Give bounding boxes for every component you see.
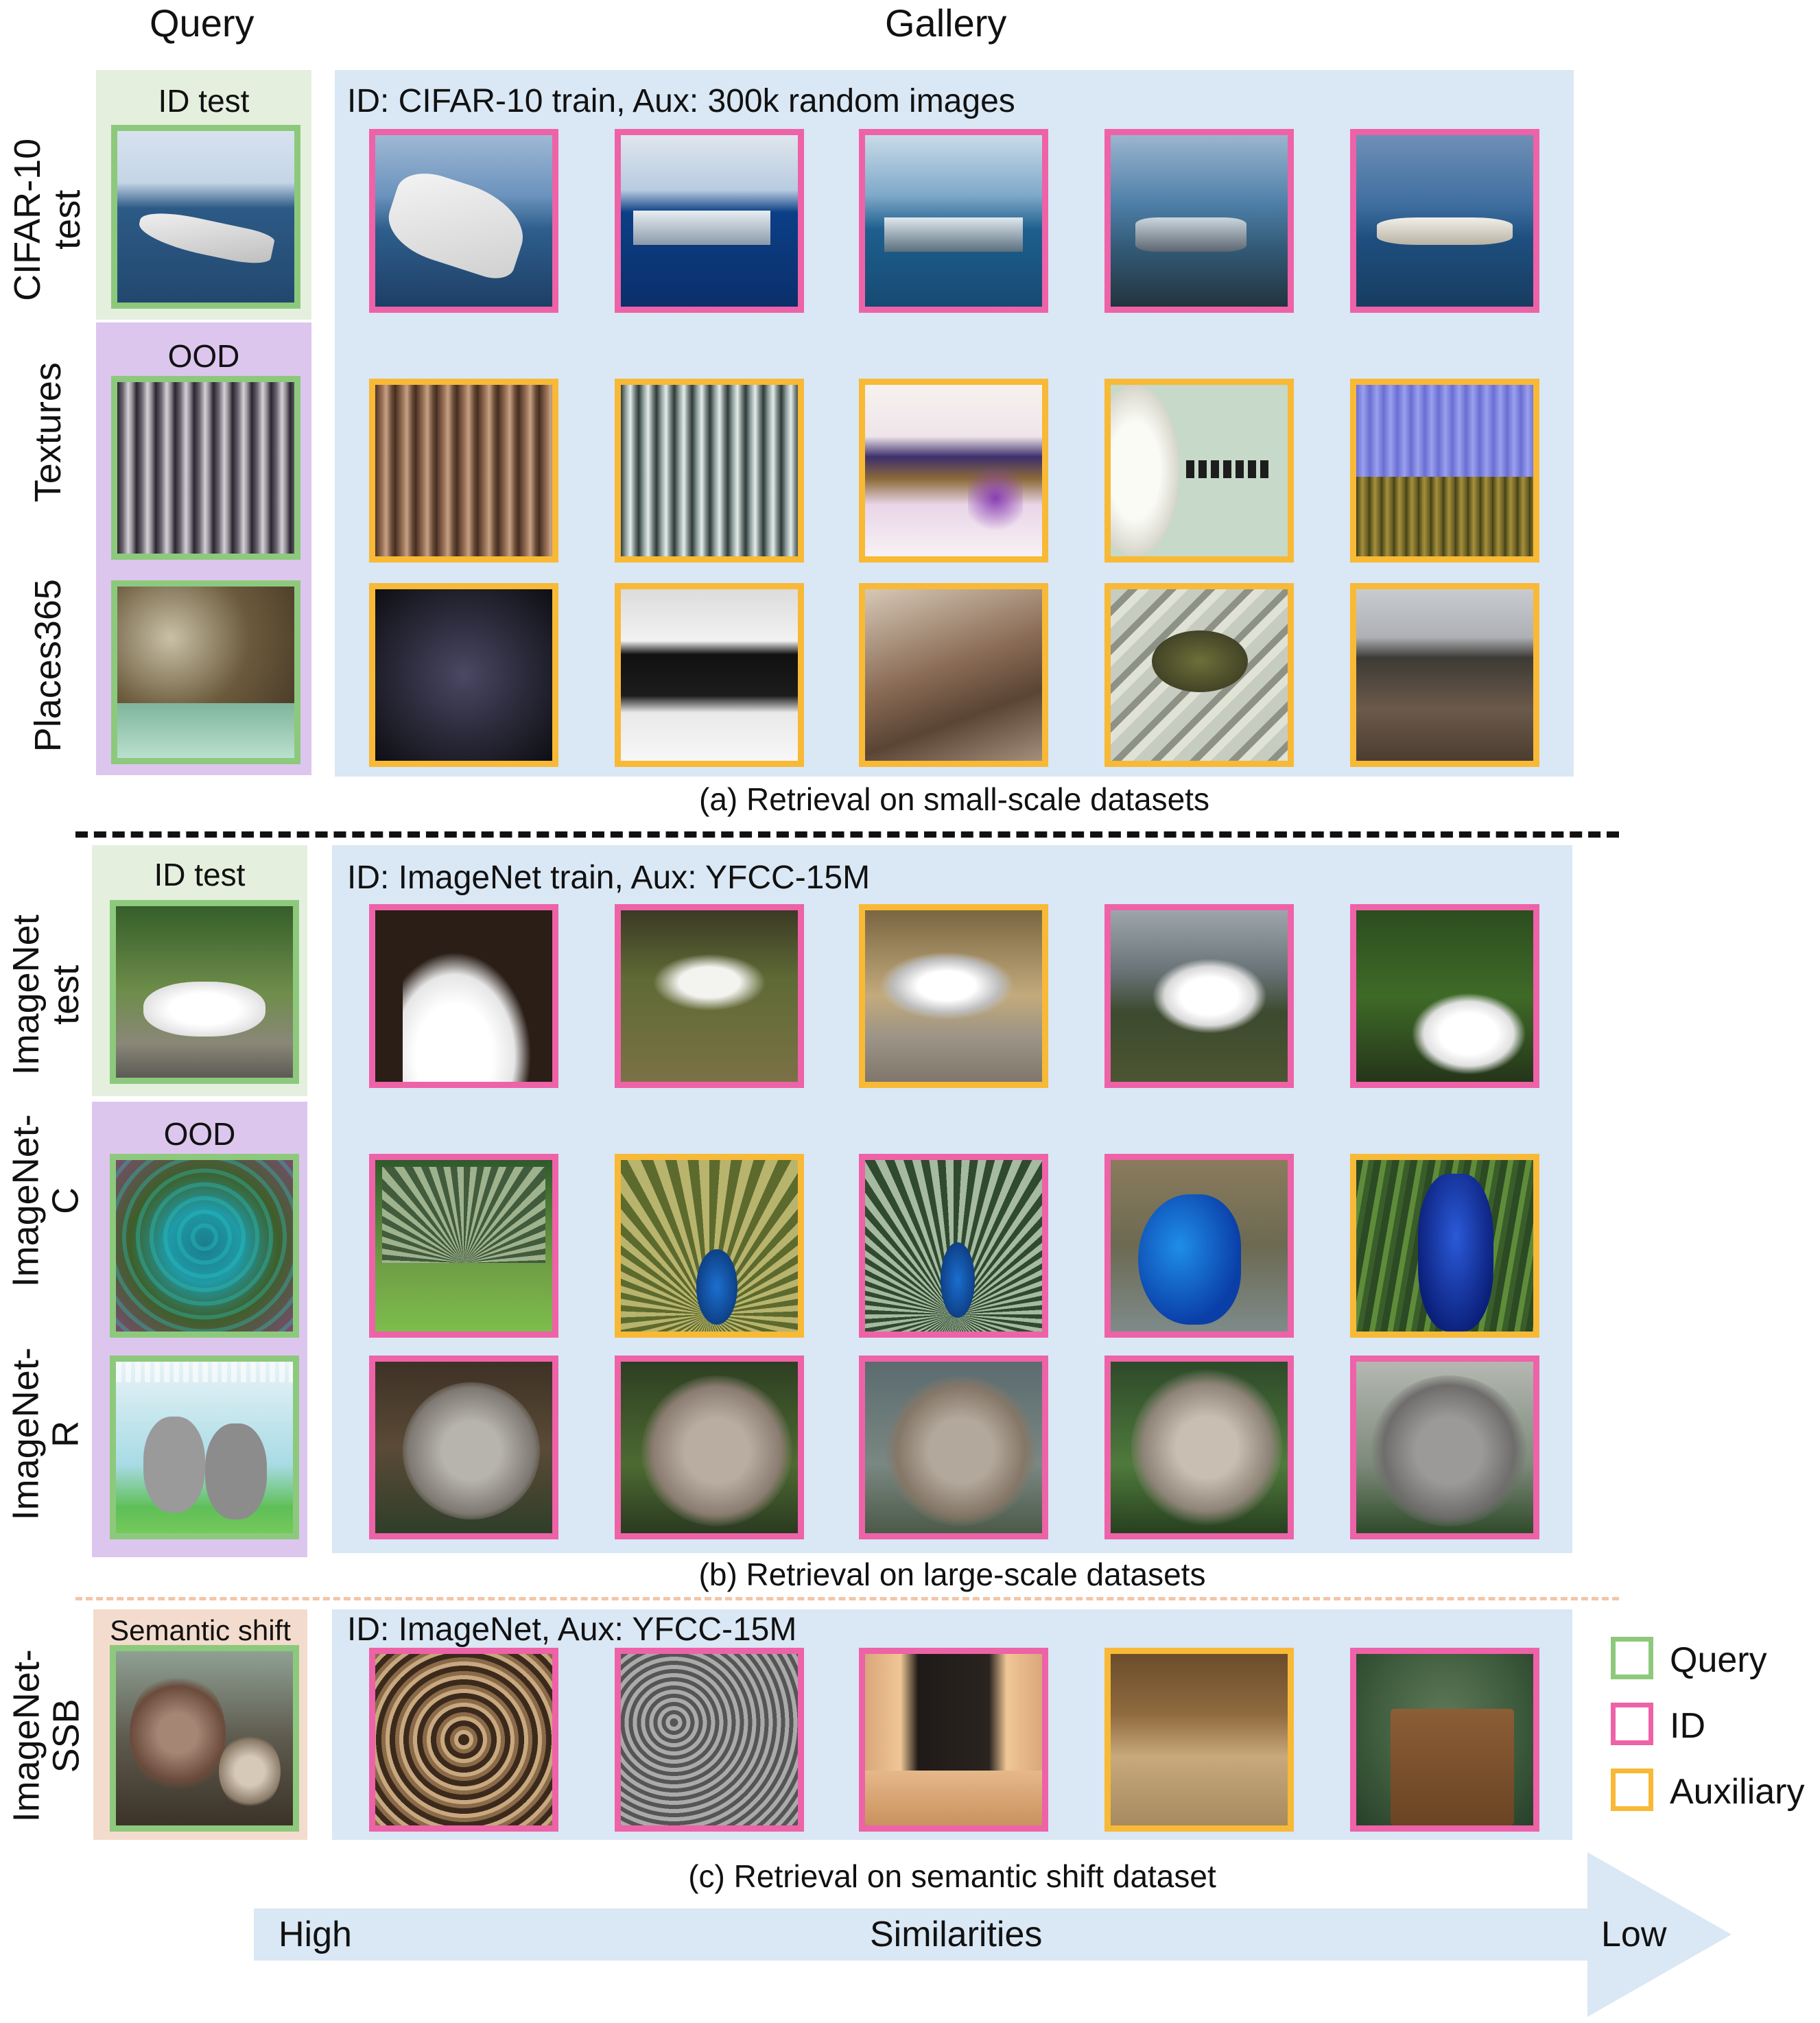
gallery-header: Gallery: [885, 1, 1007, 45]
row-label-imagenet-ssb: ImageNet- SSB: [0, 1640, 93, 1832]
row-label-places365-text: Places365: [27, 578, 69, 753]
gallery-thumb-r1c1: [369, 129, 558, 313]
caption-a: (a) Retrieval on small-scale datasets: [699, 781, 1209, 817]
arrow-label-similarities: Similarities: [870, 1915, 1043, 1954]
arrow-label-low: Low: [1601, 1915, 1667, 1954]
row-label-imagenet-c: ImageNet- C: [0, 1104, 92, 1297]
row-label-imagenet-ssb-line1: ImageNet-: [5, 1648, 47, 1823]
query-label-id-test-b: ID test: [154, 857, 246, 892]
gallery-thumb-r5c4: [1104, 1154, 1294, 1338]
gallery-thumb-r5c5: [1350, 1154, 1539, 1338]
row-label-imagenet-r: ImageNet- R: [0, 1338, 92, 1530]
similarity-arrow-shape: [254, 1852, 1732, 2017]
gallery-thumb-r6c4: [1104, 1356, 1294, 1539]
gallery-thumb-r4c2: [615, 904, 804, 1088]
gallery-thumb-r6c1: [369, 1356, 558, 1539]
row-label-imagenet-line2: test: [45, 965, 86, 1025]
gallery-thumb-r2c2: [615, 379, 804, 563]
gallery-thumb-r2c4: [1104, 379, 1294, 563]
gallery-thumb-r3c3: [859, 583, 1048, 767]
gallery-thumb-r7c5: [1350, 1648, 1539, 1832]
section-divider-bc: [75, 1597, 1619, 1600]
row-label-imagenet-r-line1: ImageNet-: [5, 1347, 47, 1521]
row-label-cifar10: CIFAR-10 test: [0, 123, 96, 316]
query-label-ood-b: OOD: [163, 1116, 236, 1152]
gallery-thumb-r4c4: [1104, 904, 1294, 1088]
gallery-thumb-r5c3: [859, 1154, 1048, 1338]
gallery-thumb-r7c3: [859, 1648, 1048, 1832]
gallery-thumb-r3c1: [369, 583, 558, 767]
row-label-textures-text: Textures: [27, 362, 69, 503]
row-label-imagenet-c-line2: C: [45, 1187, 87, 1214]
gallery-thumb-r1c2: [615, 129, 804, 313]
row-label-places365: Places365: [0, 576, 96, 755]
gallery-thumb-r7c4: [1104, 1648, 1294, 1832]
similarity-arrow: [254, 1852, 1732, 2017]
gallery-thumb-r5c2: [615, 1154, 804, 1338]
legend-id-label: ID: [1670, 1706, 1705, 1746]
query-label-id-test-a: ID test: [158, 83, 250, 119]
query-header: Query: [150, 1, 255, 45]
gallery-thumb-r7c1: [369, 1648, 558, 1832]
row-label-imagenet-r-line2: R: [45, 1420, 87, 1447]
query-thumb-textures: [111, 376, 300, 560]
gallery-thumb-r6c3: [859, 1356, 1048, 1539]
gallery-thumb-r3c2: [615, 583, 804, 767]
legend-auxiliary-swatch: [1611, 1768, 1653, 1811]
gallery-thumb-r2c3: [859, 379, 1048, 563]
query-thumb-cifar10: [111, 125, 300, 309]
gallery-thumb-r2c5: [1350, 379, 1539, 563]
gallery-thumb-r4c1: [369, 904, 558, 1088]
gallery-title-c: ID: ImageNet, Aux: YFCC-15M: [347, 1611, 797, 1648]
gallery-thumb-r2c1: [369, 379, 558, 563]
caption-b: (b) Retrieval on large-scale datasets: [698, 1557, 1206, 1592]
gallery-thumb-r1c4: [1104, 129, 1294, 313]
section-divider-ab: [75, 831, 1619, 838]
gallery-thumb-r7c2: [615, 1648, 804, 1832]
query-thumb-imagenet: [110, 900, 299, 1084]
row-label-textures: Textures: [0, 362, 96, 502]
gallery-thumb-r4c5: [1350, 904, 1539, 1088]
row-label-cifar10-line1: CIFAR-10: [7, 138, 49, 301]
gallery-title-b: ID: ImageNet train, Aux: YFCC-15M: [347, 860, 871, 896]
legend-query-label: Query: [1670, 1640, 1767, 1680]
query-thumb-places365: [111, 580, 300, 764]
gallery-thumb-r1c3: [859, 129, 1048, 313]
query-label-ood-a: OOD: [167, 338, 240, 374]
legend-id-swatch: [1611, 1703, 1653, 1745]
gallery-thumb-r3c4: [1104, 583, 1294, 767]
arrow-label-high: High: [279, 1915, 352, 1954]
legend-auxiliary-label: Auxiliary: [1670, 1772, 1805, 1812]
gallery-thumb-r6c2: [615, 1356, 804, 1539]
row-label-imagenet: ImageNet test: [0, 899, 92, 1091]
gallery-thumb-r1c5: [1350, 129, 1539, 313]
query-label-semantic-shift: Semantic shift: [110, 1614, 291, 1646]
row-label-cifar10-line2: test: [47, 189, 89, 250]
query-thumb-imagenet-c: [110, 1154, 299, 1338]
row-label-imagenet-c-line1: ImageNet-: [5, 1113, 47, 1288]
gallery-title-a: ID: CIFAR-10 train, Aux: 300k random ima…: [347, 83, 1015, 119]
caption-c: (c) Retrieval on semantic shift dataset: [688, 1858, 1216, 1894]
query-thumb-imagenet-ssb: [110, 1645, 299, 1832]
gallery-thumb-r5c1: [369, 1154, 558, 1338]
row-label-imagenet-ssb-line2: SSB: [46, 1698, 88, 1773]
gallery-thumb-r4c3: [859, 904, 1048, 1088]
gallery-thumb-r6c5: [1350, 1356, 1539, 1539]
legend-query-swatch: [1611, 1637, 1653, 1679]
query-thumb-imagenet-r: [110, 1356, 299, 1539]
gallery-thumb-r3c5: [1350, 583, 1539, 767]
row-label-imagenet-line1: ImageNet: [5, 914, 47, 1076]
